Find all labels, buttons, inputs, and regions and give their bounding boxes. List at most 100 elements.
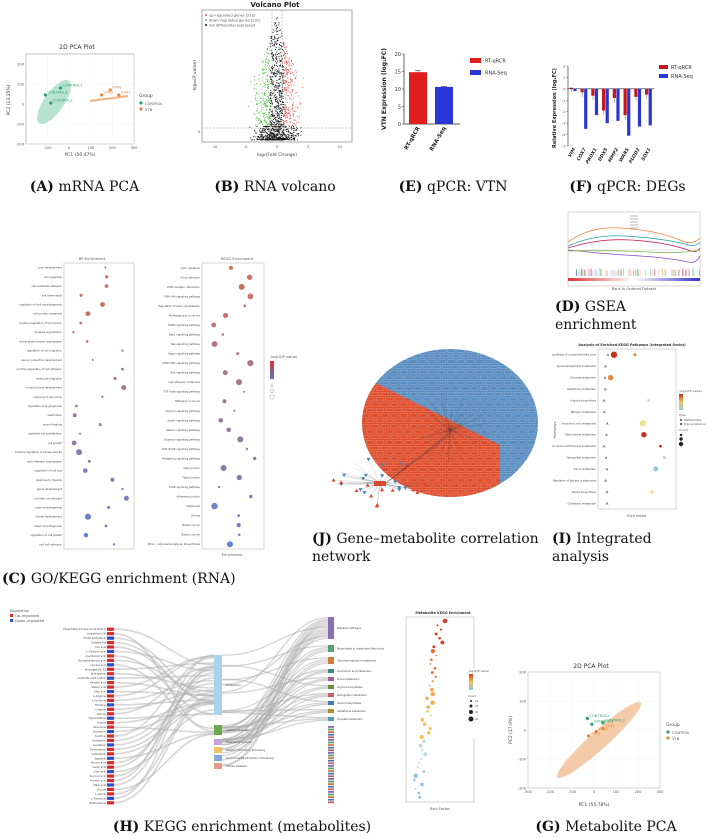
metabolite-label: Docosahexaenoic acid: [78, 658, 106, 662]
volcano-point: [277, 122, 279, 124]
volcano-point: [277, 103, 279, 105]
volcano-point: [274, 98, 276, 100]
volcano-point: [286, 63, 288, 66]
volcano-point: [253, 79, 256, 81]
volcano-point: [261, 112, 263, 114]
volcano-point: [272, 45, 274, 47]
kegg-term-label: Melanoma: [187, 504, 201, 508]
bp-term-label: regulation of cell growth: [30, 533, 62, 537]
bp-dot: [71, 440, 77, 446]
volcano-point: [288, 109, 290, 112]
volcano-point: [288, 139, 290, 141]
pca-xlabel: PC1 (55.78%): [579, 802, 610, 808]
kegg-term-label: cGMP–PKG signaling pathway: [162, 361, 201, 365]
volcano-point: [267, 74, 269, 76]
legend-swatch-rnaseq: [470, 70, 481, 75]
volcano-point: [278, 97, 281, 99]
metabolite-marker: [602, 410, 606, 414]
volcano-point: [274, 96, 276, 99]
svg-text:-log10(P value): -log10(P value): [468, 669, 489, 673]
volcano-point: [285, 48, 287, 50]
volcano-point: [286, 108, 288, 110]
volcano-point: [292, 128, 294, 130]
volcano-point: [262, 107, 264, 109]
volcano-point: [276, 29, 278, 31]
volcano-point: [272, 72, 274, 74]
volcano-point: [290, 121, 292, 123]
volcano-point: [293, 85, 295, 87]
volcano-point: [275, 131, 277, 133]
volcano-point: [287, 84, 289, 86]
metabolite-node: [107, 792, 114, 796]
pathway-label: Purine metabolism: [574, 468, 597, 471]
pca-point: [43, 93, 48, 97]
volcano-point: [258, 80, 261, 82]
volcano-point: [285, 138, 287, 141]
kegg-term-label: ErbB signaling pathway: [169, 485, 200, 489]
volcano-point: [267, 115, 269, 117]
volcano-point: [266, 90, 268, 92]
volcano-point: [262, 113, 264, 115]
bp-term-label: regulation of cell migration: [27, 349, 62, 353]
volcano-point: [263, 104, 265, 106]
volcano-point: [261, 77, 263, 79]
volcano-point: [259, 134, 261, 136]
volcano-point: [260, 111, 262, 113]
volcano-point: [279, 122, 281, 124]
bp-dot: [121, 349, 124, 352]
vtn-bar: [435, 86, 453, 124]
bp-dot: [98, 422, 102, 426]
volcano-point: [289, 113, 291, 115]
volcano-point: [295, 128, 297, 131]
volcano-point: [276, 31, 278, 33]
sankey-flow: [221, 719, 329, 741]
volcano-point: [253, 130, 256, 132]
volcano-point: [260, 97, 262, 99]
volcano-point: [286, 50, 288, 53]
volcano-point: [279, 78, 281, 80]
volcano-point: [277, 128, 279, 130]
bp-term-label: cell growth: [48, 441, 63, 445]
metabolite-marker: [604, 478, 608, 482]
volcano-point: [263, 82, 265, 84]
volcano-point: [279, 64, 281, 66]
bp-dot: [83, 532, 89, 538]
volcano-point: [276, 79, 278, 81]
kegg-dot: [211, 341, 218, 347]
volcano-point: [285, 79, 287, 81]
volcano-point: [281, 110, 284, 112]
bp-term-label: response to wounding: [33, 395, 62, 399]
bp-term-label: kidney development: [35, 515, 62, 519]
volcano-point: [274, 48, 277, 50]
pathway-dot: [430, 658, 433, 661]
kegg-term-label: Axon guidance: [181, 266, 201, 270]
metabolite-label: Cholesterol: [92, 738, 106, 742]
volcano-point: [289, 71, 291, 73]
volcano-point: [276, 39, 278, 41]
volcano-point: [291, 126, 293, 128]
pca-ytick: 100: [519, 699, 527, 703]
volcano-point: [272, 52, 274, 54]
metabolite-label: L–Threonine: [91, 796, 107, 800]
volcano-point: [261, 73, 263, 75]
volcano-point: [279, 118, 281, 120]
volcano-point: [288, 118, 290, 120]
metabolite-node: [339, 480, 344, 484]
volcano-point: [280, 93, 282, 95]
volcano-point: [266, 61, 268, 63]
pca-point: [58, 86, 63, 90]
gene-node: [361, 477, 366, 481]
metabolite-node: [374, 503, 379, 508]
metabolite-node: [107, 694, 114, 698]
volcano-point: [254, 136, 256, 138]
metabolite-label: Lathosterol: [92, 752, 106, 756]
volcano-point: [291, 63, 293, 65]
volcano-point: [276, 126, 278, 128]
kegg-term-label: Apelin signaling pathway: [167, 418, 200, 422]
caption-g: (G) Metabolite PCA: [535, 819, 677, 835]
metabolite-node: [107, 672, 114, 676]
metabolite-label: Guanosine: [93, 730, 107, 734]
volcano-point: [270, 82, 272, 84]
volcano-point: [289, 139, 291, 141]
volcano-point: [285, 111, 288, 114]
